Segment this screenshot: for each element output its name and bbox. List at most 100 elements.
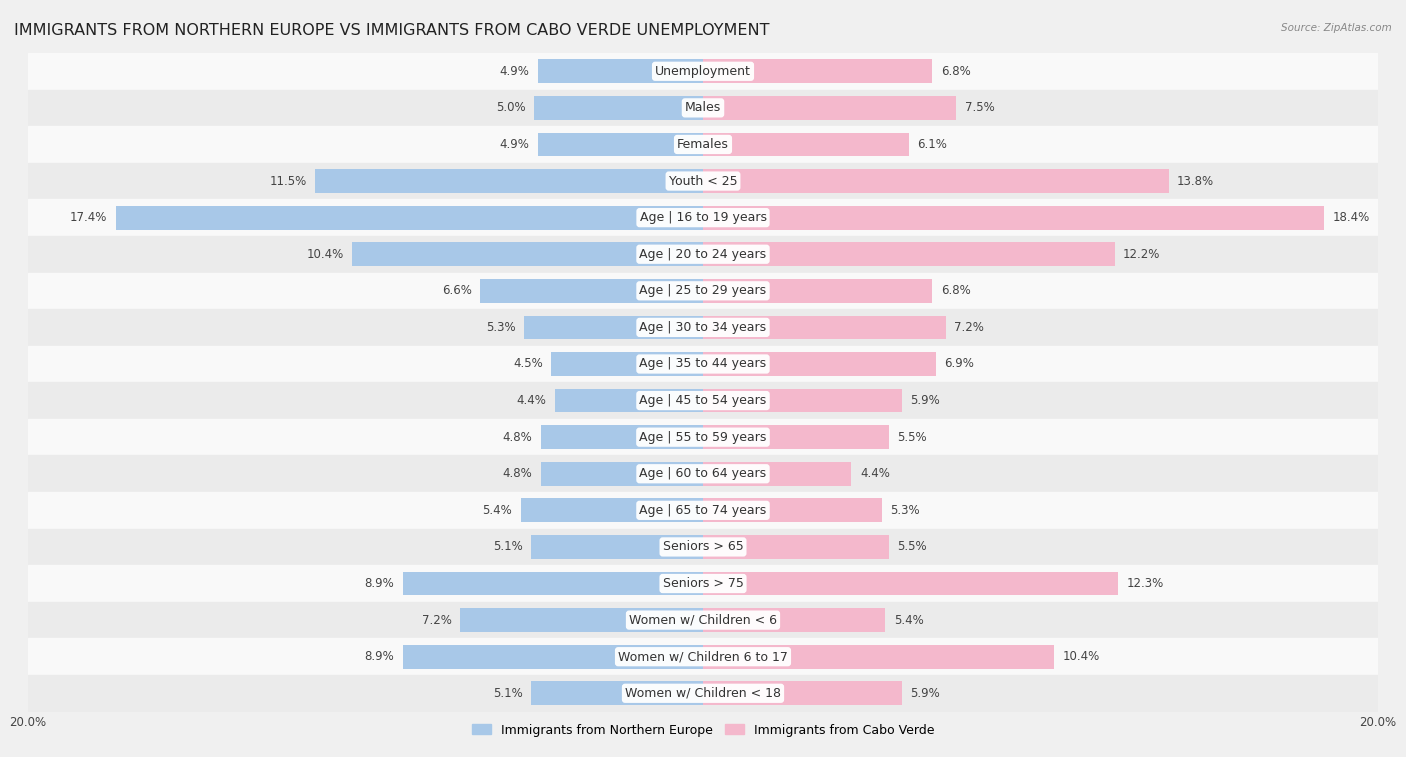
Bar bbox=[115, 206, 703, 229]
Bar bbox=[28, 273, 1378, 309]
Text: 5.9%: 5.9% bbox=[911, 687, 941, 699]
Bar bbox=[28, 126, 1378, 163]
Bar bbox=[537, 59, 703, 83]
Bar bbox=[703, 279, 932, 303]
Bar bbox=[703, 242, 1115, 266]
Bar bbox=[551, 352, 703, 376]
Bar bbox=[541, 462, 703, 486]
Bar bbox=[537, 132, 703, 157]
Text: 5.9%: 5.9% bbox=[911, 394, 941, 407]
Bar bbox=[703, 316, 946, 339]
Text: Women w/ Children < 18: Women w/ Children < 18 bbox=[626, 687, 780, 699]
Text: 7.2%: 7.2% bbox=[955, 321, 984, 334]
Text: Age | 45 to 54 years: Age | 45 to 54 years bbox=[640, 394, 766, 407]
Text: 4.5%: 4.5% bbox=[513, 357, 543, 370]
Bar bbox=[541, 425, 703, 449]
Bar bbox=[28, 565, 1378, 602]
Text: Seniors > 75: Seniors > 75 bbox=[662, 577, 744, 590]
Text: 4.4%: 4.4% bbox=[860, 467, 890, 480]
Text: 7.2%: 7.2% bbox=[422, 614, 451, 627]
Text: Age | 55 to 59 years: Age | 55 to 59 years bbox=[640, 431, 766, 444]
Text: 10.4%: 10.4% bbox=[307, 248, 343, 260]
Text: Unemployment: Unemployment bbox=[655, 65, 751, 78]
Text: Females: Females bbox=[678, 138, 728, 151]
Text: 4.8%: 4.8% bbox=[503, 467, 533, 480]
Text: Age | 20 to 24 years: Age | 20 to 24 years bbox=[640, 248, 766, 260]
Bar bbox=[28, 382, 1378, 419]
Text: 5.3%: 5.3% bbox=[890, 504, 920, 517]
Text: 6.9%: 6.9% bbox=[945, 357, 974, 370]
Bar bbox=[703, 132, 908, 157]
Bar bbox=[554, 388, 703, 413]
Text: Age | 30 to 34 years: Age | 30 to 34 years bbox=[640, 321, 766, 334]
Bar bbox=[531, 535, 703, 559]
Bar bbox=[28, 638, 1378, 675]
Bar bbox=[703, 462, 852, 486]
Bar bbox=[703, 498, 882, 522]
Bar bbox=[703, 96, 956, 120]
Text: 10.4%: 10.4% bbox=[1063, 650, 1099, 663]
Bar bbox=[703, 169, 1168, 193]
Text: 5.1%: 5.1% bbox=[492, 687, 523, 699]
Bar bbox=[531, 681, 703, 706]
Bar bbox=[402, 645, 703, 668]
Bar bbox=[352, 242, 703, 266]
Text: Males: Males bbox=[685, 101, 721, 114]
Text: Women w/ Children 6 to 17: Women w/ Children 6 to 17 bbox=[619, 650, 787, 663]
Bar bbox=[703, 645, 1054, 668]
Text: 5.3%: 5.3% bbox=[486, 321, 516, 334]
Bar bbox=[28, 89, 1378, 126]
Bar bbox=[703, 608, 886, 632]
Bar bbox=[703, 352, 936, 376]
Text: 5.1%: 5.1% bbox=[492, 540, 523, 553]
Bar bbox=[534, 96, 703, 120]
Text: 13.8%: 13.8% bbox=[1177, 175, 1215, 188]
Bar bbox=[703, 572, 1118, 596]
Bar bbox=[28, 53, 1378, 89]
Text: 6.8%: 6.8% bbox=[941, 285, 970, 298]
Bar bbox=[703, 206, 1324, 229]
Text: 12.2%: 12.2% bbox=[1123, 248, 1160, 260]
Text: 7.5%: 7.5% bbox=[965, 101, 994, 114]
Text: 5.5%: 5.5% bbox=[897, 431, 927, 444]
Bar bbox=[28, 236, 1378, 273]
Bar bbox=[28, 346, 1378, 382]
Text: Source: ZipAtlas.com: Source: ZipAtlas.com bbox=[1281, 23, 1392, 33]
Bar bbox=[28, 163, 1378, 199]
Bar bbox=[315, 169, 703, 193]
Text: Age | 65 to 74 years: Age | 65 to 74 years bbox=[640, 504, 766, 517]
Text: 11.5%: 11.5% bbox=[270, 175, 307, 188]
Text: 8.9%: 8.9% bbox=[364, 577, 394, 590]
Text: 4.9%: 4.9% bbox=[499, 65, 529, 78]
Text: 5.4%: 5.4% bbox=[894, 614, 924, 627]
Text: 5.0%: 5.0% bbox=[496, 101, 526, 114]
Bar bbox=[460, 608, 703, 632]
Text: Age | 16 to 19 years: Age | 16 to 19 years bbox=[640, 211, 766, 224]
Bar bbox=[28, 199, 1378, 236]
Bar bbox=[28, 456, 1378, 492]
Text: 8.9%: 8.9% bbox=[364, 650, 394, 663]
Legend: Immigrants from Northern Europe, Immigrants from Cabo Verde: Immigrants from Northern Europe, Immigra… bbox=[467, 718, 939, 742]
Bar bbox=[703, 425, 889, 449]
Text: Women w/ Children < 6: Women w/ Children < 6 bbox=[628, 614, 778, 627]
Bar bbox=[703, 59, 932, 83]
Bar bbox=[28, 528, 1378, 565]
Text: 5.5%: 5.5% bbox=[897, 540, 927, 553]
Text: 12.3%: 12.3% bbox=[1126, 577, 1164, 590]
Text: 4.4%: 4.4% bbox=[516, 394, 546, 407]
Text: 6.6%: 6.6% bbox=[441, 285, 472, 298]
Text: 4.8%: 4.8% bbox=[503, 431, 533, 444]
Text: Age | 25 to 29 years: Age | 25 to 29 years bbox=[640, 285, 766, 298]
Text: 6.8%: 6.8% bbox=[941, 65, 970, 78]
Bar bbox=[703, 388, 903, 413]
Text: 17.4%: 17.4% bbox=[70, 211, 107, 224]
Bar bbox=[481, 279, 703, 303]
Text: IMMIGRANTS FROM NORTHERN EUROPE VS IMMIGRANTS FROM CABO VERDE UNEMPLOYMENT: IMMIGRANTS FROM NORTHERN EUROPE VS IMMIG… bbox=[14, 23, 769, 38]
Text: 6.1%: 6.1% bbox=[917, 138, 948, 151]
Text: Seniors > 65: Seniors > 65 bbox=[662, 540, 744, 553]
Bar bbox=[703, 681, 903, 706]
Text: 18.4%: 18.4% bbox=[1333, 211, 1369, 224]
Text: Youth < 25: Youth < 25 bbox=[669, 175, 737, 188]
Bar bbox=[402, 572, 703, 596]
Bar bbox=[28, 675, 1378, 712]
